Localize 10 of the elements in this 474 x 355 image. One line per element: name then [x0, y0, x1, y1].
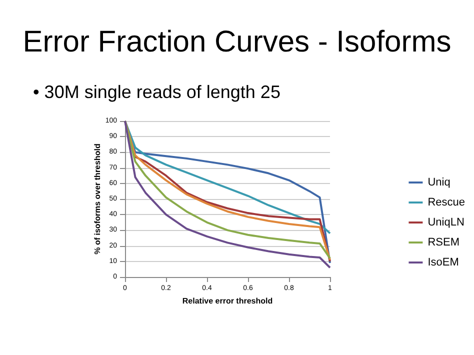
legend-label: RSEM — [428, 236, 460, 248]
legend-label: IsoEM — [428, 256, 459, 268]
x-axis-title: Relative error threshold — [182, 296, 273, 306]
chart-title: Error Fraction Curves - Isoforms — [22, 26, 452, 58]
legend-label: Uniq — [428, 176, 450, 188]
line-series — [124, 120, 331, 234]
legend-label: Rescue — [428, 196, 465, 208]
y-axis-title: % of isoforms over threshold — [92, 144, 102, 254]
legend-label: UniqLN — [428, 216, 464, 228]
chart-subtitle: • 30M single reads of length 25 — [33, 82, 280, 102]
